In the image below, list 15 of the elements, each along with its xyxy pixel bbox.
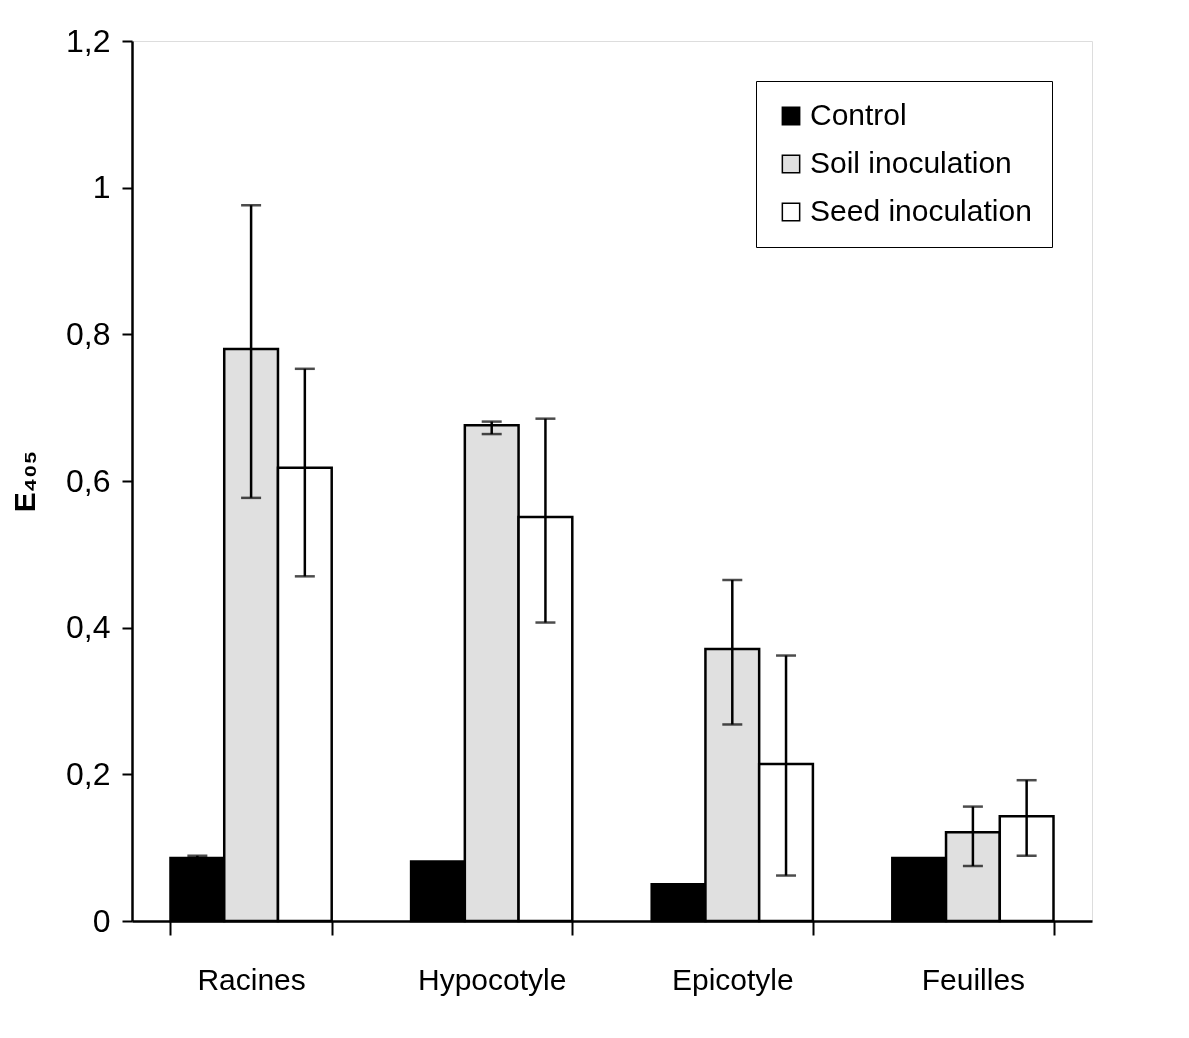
x-tick-label: Epicotyle xyxy=(671,962,794,996)
y-axis-title: E₄₀₅ xyxy=(8,450,42,513)
x-tick-label: Feuilles xyxy=(921,962,1026,996)
y-tick-label: 0,4 xyxy=(66,609,111,646)
legend-label: Control xyxy=(810,98,907,131)
y-tick-label: 1,2 xyxy=(66,22,111,59)
y-tick-label: 0,6 xyxy=(66,462,111,499)
y-tick-label: 0,8 xyxy=(66,315,111,352)
y-tick-label: 0,2 xyxy=(66,755,111,792)
legend-label: Seed inoculation xyxy=(810,194,1032,227)
legend-label: Soil inoculation xyxy=(810,146,1012,179)
y-tick-label: 1 xyxy=(92,169,111,206)
x-tick-label: Hypocotyle xyxy=(418,962,567,996)
y-tick-label: 0 xyxy=(92,902,111,939)
x-tick-label: Racines xyxy=(197,962,306,996)
